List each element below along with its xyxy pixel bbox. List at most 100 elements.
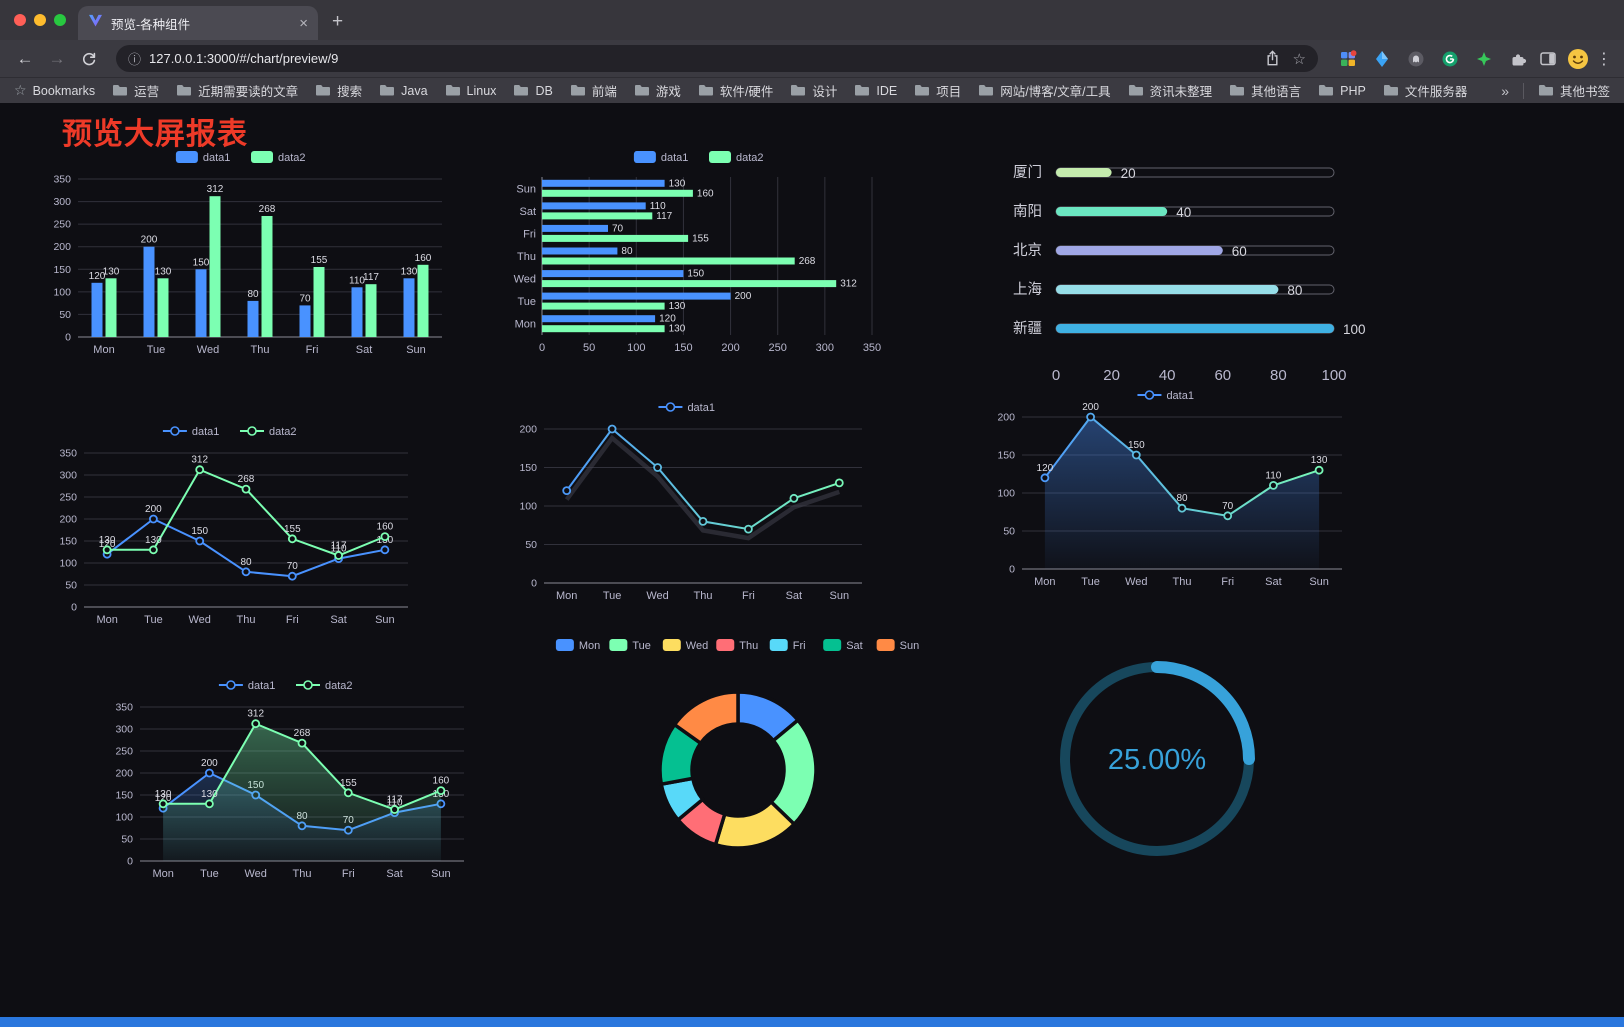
legend-item[interactable]: data2 <box>251 151 306 164</box>
bar[interactable] <box>365 284 377 337</box>
tab-close-icon[interactable]: × <box>299 14 308 32</box>
chart-percent-gauge[interactable]: 25.00% <box>1046 641 1268 865</box>
bar[interactable] <box>143 246 155 337</box>
grid-extension-icon[interactable] <box>1336 50 1360 67</box>
legend-item[interactable]: Sat <box>823 639 863 652</box>
bookmark-folder[interactable]: PHP <box>1318 84 1366 98</box>
bar[interactable] <box>351 287 363 337</box>
zoom-window-button[interactable] <box>54 14 66 26</box>
data-point[interactable] <box>334 551 344 560</box>
site-info-icon[interactable]: ⓘ <box>128 52 142 67</box>
data-point[interactable] <box>1314 465 1324 475</box>
bar[interactable] <box>542 280 837 288</box>
progress-bar[interactable] <box>1056 168 1112 177</box>
data-point[interactable] <box>834 478 844 488</box>
browser-tab[interactable]: 预览-各种组件 × <box>78 6 318 40</box>
bar[interactable] <box>542 224 608 232</box>
bar[interactable] <box>542 257 795 265</box>
bookmark-folder[interactable]: Java <box>379 84 428 98</box>
profile-avatar[interactable] <box>1566 48 1590 70</box>
progress-bar[interactable] <box>1056 285 1279 294</box>
address-bar[interactable]: ⓘ 127.0.0.1:3000/#/chart/preview/9 ☆ <box>116 45 1318 72</box>
bookmarks-overflow-chevron[interactable]: » <box>1501 82 1509 99</box>
legend-item[interactable]: data2 <box>296 680 353 692</box>
chart-bar-vertical[interactable]: 0 50 100 150 200 250 300 350 Mon Tue Wed Thu Fri Sat S… <box>38 145 450 363</box>
bar[interactable] <box>299 305 311 337</box>
bar[interactable] <box>542 247 618 255</box>
data-point[interactable] <box>653 463 663 472</box>
data-point[interactable] <box>789 493 799 503</box>
legend-item[interactable]: data2 <box>709 151 764 164</box>
minimize-window-button[interactable] <box>34 14 46 26</box>
other-bookmarks[interactable]: 其他书签 <box>1538 81 1610 100</box>
bar[interactable] <box>261 216 273 337</box>
bar[interactable] <box>247 300 259 337</box>
bookmark-folder[interactable]: Linux <box>445 84 496 98</box>
data-point[interactable] <box>102 545 112 555</box>
chart-line-area[interactable]: 0 50 100 150 200 Mon Tue Wed Thu Fri Sat Sun 120 200 1… <box>982 383 1356 595</box>
bookmark-folder[interactable]: 文件服务器 <box>1383 81 1467 100</box>
chart-weekday-donut[interactable]: Mon Tue Wed Thu Fri Sat Sun <box>552 635 924 863</box>
bookmark-folder[interactable]: 设计 <box>790 81 837 100</box>
legend-item[interactable]: Fri <box>769 639 806 652</box>
data-point[interactable] <box>251 719 261 729</box>
bookmark-folder[interactable]: 网站/博客/文章/工具 <box>978 81 1111 100</box>
bar[interactable] <box>542 302 665 310</box>
back-button[interactable]: ← <box>16 48 34 68</box>
legend-item[interactable]: data1 <box>658 402 715 414</box>
star-extension-icon[interactable] <box>1472 51 1496 67</box>
data-point[interactable] <box>195 465 205 475</box>
bookmark-folder[interactable]: IDE <box>854 84 897 98</box>
bar[interactable] <box>417 264 429 337</box>
data-point[interactable] <box>743 524 753 534</box>
progress-bar[interactable] <box>1056 324 1334 333</box>
progress-bar[interactable] <box>1056 207 1168 216</box>
bookmark-folder[interactable]: 游戏 <box>634 81 681 100</box>
data-point[interactable] <box>380 532 390 541</box>
legend-item[interactable]: data1 <box>162 426 220 438</box>
bar[interactable] <box>105 278 117 337</box>
share-icon[interactable] <box>1261 50 1285 67</box>
bookmark-star-icon[interactable]: ☆ <box>1292 50 1306 68</box>
legend-item[interactable]: data2 <box>240 426 297 438</box>
legend-item[interactable]: data1 <box>175 151 231 164</box>
bookmark-folder[interactable]: 前端 <box>570 81 617 100</box>
data-point[interactable] <box>158 799 168 809</box>
data-point[interactable] <box>343 788 353 798</box>
data-point[interactable] <box>698 517 708 526</box>
bar[interactable] <box>542 212 653 220</box>
menu-kebab-icon[interactable]: ⋮ <box>1596 50 1612 68</box>
pie-slice[interactable] <box>672 690 740 745</box>
chart-line-two-series[interactable]: 0 50 100 150 200 250 300 350 Mon Tue Wed Thu Fri Sat S… <box>44 419 422 633</box>
data-point[interactable] <box>287 571 297 581</box>
bar[interactable] <box>542 202 646 210</box>
legend-item[interactable]: Mon <box>555 639 600 652</box>
data-point[interactable] <box>241 484 251 494</box>
legend-item[interactable]: data1 <box>1137 390 1194 402</box>
extensions-puzzle-icon[interactable] <box>1506 51 1530 67</box>
chart-bar-horizontal[interactable]: 0 50 100 150 200 250 300 350 Mon Tue Wed Thu Fri Sat S… <box>502 147 902 363</box>
chart-city-progress[interactable]: 厦门 20 南阳 40 北京 60 上海 80 新疆 100 0 20 40 60 80 100 <box>998 151 1370 384</box>
bar[interactable] <box>542 315 656 323</box>
bookmarks-root[interactable]: ☆ Bookmarks <box>14 82 95 99</box>
data-point[interactable] <box>241 567 251 577</box>
legend-item[interactable]: Sun <box>876 639 920 652</box>
ghost-extension-icon[interactable] <box>1404 51 1428 67</box>
data-point[interactable] <box>205 799 214 809</box>
bookmark-folder[interactable]: 软件/硬件 <box>698 81 773 100</box>
bookmark-folder[interactable]: 运营 <box>112 81 159 100</box>
bookmark-folder[interactable]: 其他语言 <box>1229 81 1301 100</box>
bookmark-folder[interactable]: 资讯未整理 <box>1128 81 1212 100</box>
data-point[interactable] <box>195 536 205 546</box>
data-point[interactable] <box>1040 473 1050 483</box>
bar[interactable] <box>542 189 693 197</box>
legend-item[interactable]: Wed <box>662 639 708 652</box>
bar[interactable] <box>542 179 665 187</box>
kite-extension-icon[interactable] <box>1370 50 1394 67</box>
green-circle-extension-icon[interactable] <box>1438 51 1462 67</box>
data-point[interactable] <box>1177 503 1187 513</box>
bookmark-folder[interactable]: 近期需要读的文章 <box>176 81 298 100</box>
bar[interactable] <box>542 292 731 300</box>
bar[interactable] <box>209 196 221 337</box>
data-point[interactable] <box>562 486 572 495</box>
